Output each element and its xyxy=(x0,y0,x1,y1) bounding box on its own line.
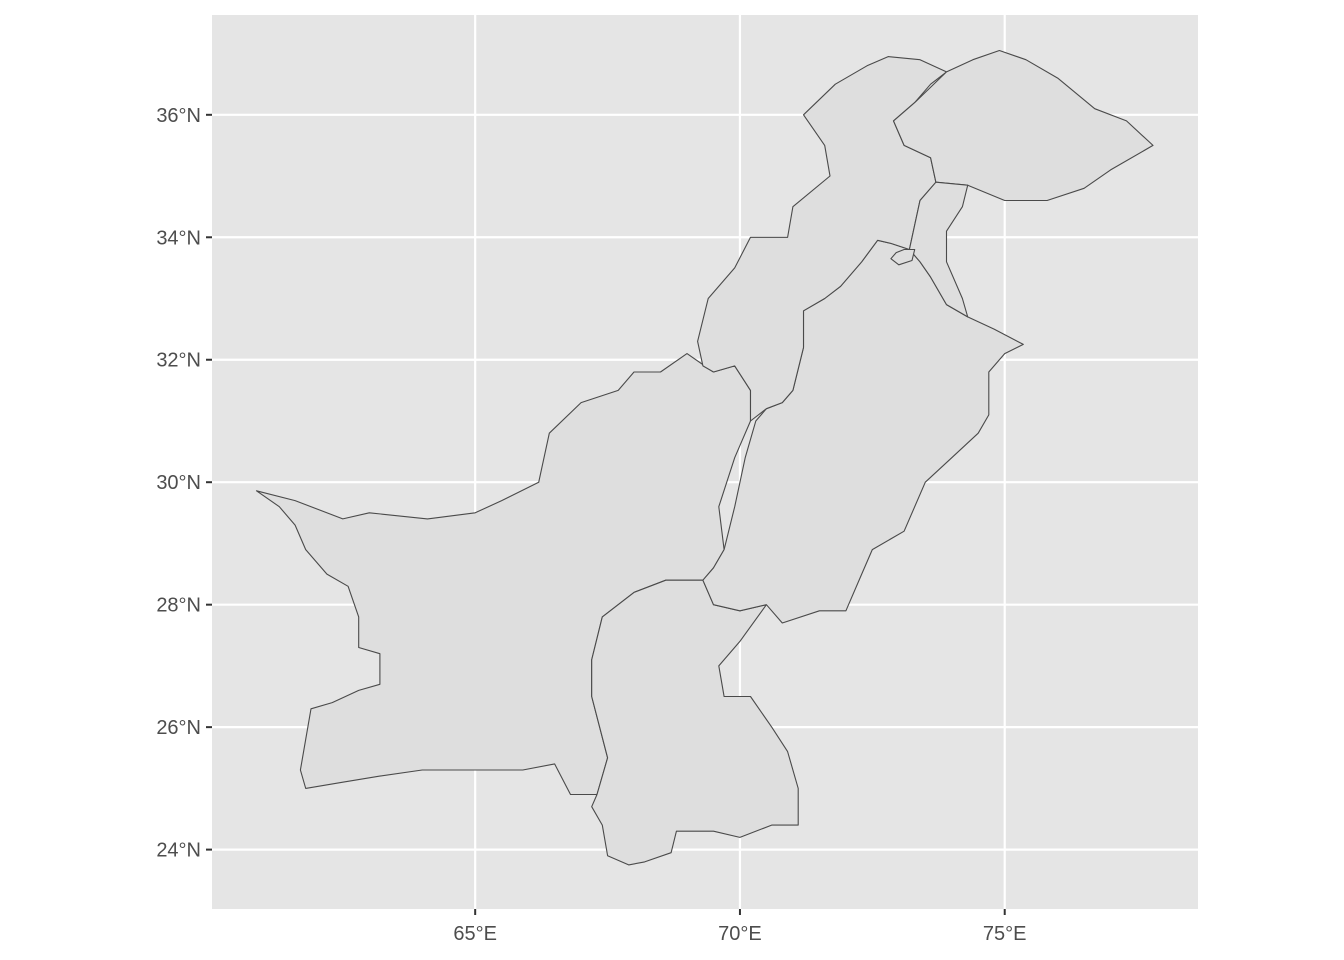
y-axis: 24°N 26°N 28°N 30°N 32°N 34°N 36°N xyxy=(156,105,212,862)
y-tick-label: 24°N xyxy=(156,840,201,862)
x-tick-label: 65°E xyxy=(453,923,497,945)
region-sindh xyxy=(591,579,799,866)
x-tick-label: 75°E xyxy=(983,923,1027,945)
y-tick-label: 32°N xyxy=(156,350,201,372)
region-islamabad xyxy=(890,248,916,266)
province-boundaries xyxy=(255,49,1154,866)
y-tick-label: 34°N xyxy=(156,227,201,249)
x-axis: 65°E 70°E 75°E xyxy=(453,909,1027,945)
region-azad-kashmir xyxy=(908,181,969,318)
x-tick-label: 70°E xyxy=(718,923,762,945)
y-tick-label: 36°N xyxy=(156,105,201,127)
y-tick-label: 30°N xyxy=(156,472,201,494)
y-tick-label: 28°N xyxy=(156,595,201,617)
y-tick-label: 26°N xyxy=(156,717,201,739)
region-gilgit-baltistan xyxy=(892,49,1154,202)
